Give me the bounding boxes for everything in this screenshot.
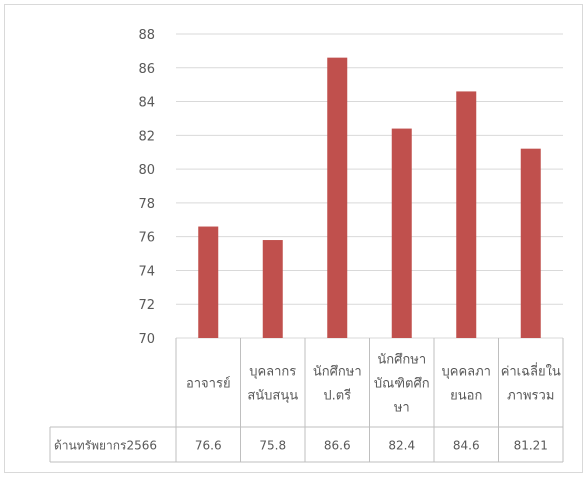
data-value-label: 76.6	[195, 439, 222, 453]
x-category-label: ภาพรวม	[507, 389, 554, 404]
y-tick-label: 86	[138, 62, 155, 77]
y-tick-label: 70	[138, 332, 155, 347]
bar	[327, 57, 348, 339]
x-category-label: อาจารย์	[186, 376, 231, 392]
x-category-label: ค่าเฉลี่ยใน	[501, 363, 561, 380]
x-category-label: สนับสนุน	[247, 389, 298, 404]
x-category-label: บุคคลภา	[442, 365, 491, 380]
y-tick-label: 84	[138, 96, 155, 111]
y-tick-label: 78	[138, 197, 155, 212]
bars	[198, 57, 541, 339]
x-category-label: ป.ตรี	[323, 388, 351, 404]
y-axis-tick-labels: 70 72 74 76 78 80 82 84 86 88	[138, 28, 155, 347]
y-tick-label: 88	[138, 28, 155, 43]
data-value-label: 81.21	[514, 439, 548, 453]
bar	[262, 240, 283, 338]
data-value-label: 86.6	[324, 439, 351, 453]
x-category-label: นักศึกษา	[377, 353, 426, 368]
y-tick-label: 82	[138, 129, 155, 144]
data-value-label: 82.4	[388, 439, 415, 453]
y-tick-label: 74	[138, 264, 155, 279]
x-category-label: บัณฑิตศึก	[374, 377, 430, 392]
data-value-label: 75.8	[259, 439, 286, 453]
chart-border	[4, 4, 583, 473]
data-value-label: 84.6	[453, 439, 480, 453]
bar	[391, 128, 412, 338]
bar	[456, 91, 477, 338]
x-category-label: ยนอก	[450, 389, 482, 404]
y-tick-label: 76	[138, 231, 155, 246]
y-tick-label: 80	[138, 163, 155, 178]
x-category-label: บุคลากร	[249, 365, 296, 380]
bar	[520, 148, 541, 338]
x-category-label: ษา	[394, 401, 410, 416]
x-category-label: นักศึกษา	[313, 365, 362, 380]
series-name-label: ด้านทรัพยากร2566	[54, 439, 157, 453]
y-tick-label: 72	[138, 298, 155, 313]
bar	[198, 226, 219, 338]
